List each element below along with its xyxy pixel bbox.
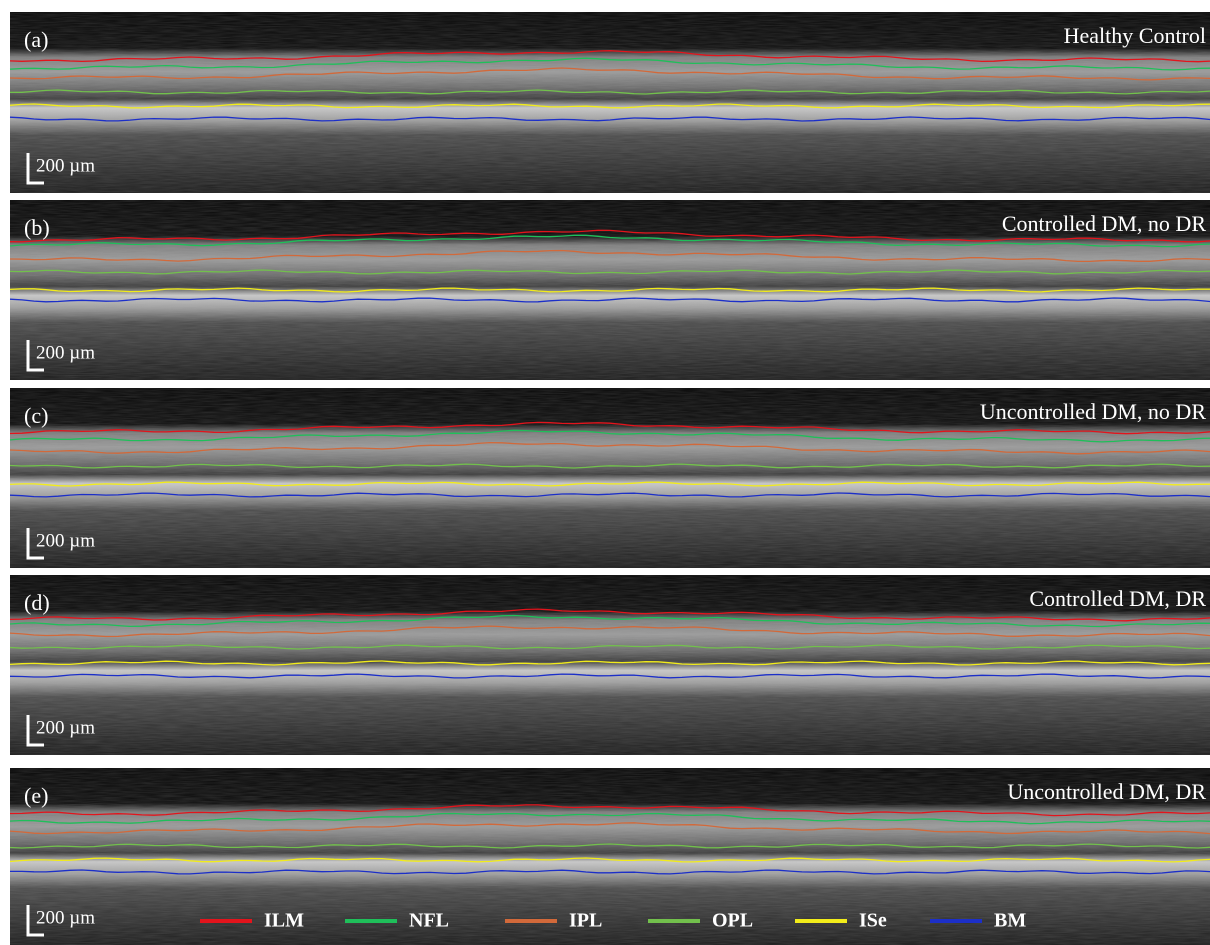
panel-label: (b) [24,215,50,240]
legend-label: NFL [409,910,449,932]
oct-panel: (e) Uncontrolled DM, DR 200 µm [10,768,1210,945]
panel-label: (d) [24,590,50,615]
scale-bar-label: 200 µm [36,907,95,928]
legend-label: ISe [859,910,887,932]
scale-bar-label: 200 µm [36,717,95,738]
scale-bar-label: 200 µm [36,155,95,176]
legend-label: BM [994,910,1026,932]
panel-label: (a) [24,27,48,52]
oct-panel: (c) Uncontrolled DM, no DR 200 µm [10,388,1210,568]
scale-bar-label: 200 µm [36,342,95,363]
oct-panel: (a) Healthy Control 200 µm [10,12,1210,193]
legend-label: IPL [569,910,602,932]
oct-panel: (d) Controlled DM, DR 200 µm [10,575,1210,755]
panel-label: (e) [24,783,48,808]
panel-title: Controlled DM, DR [1029,586,1206,611]
panel-label: (c) [24,403,48,428]
panel-title: Controlled DM, no DR [1002,211,1206,236]
figure: (a) Healthy Control 200 µm (b) Controlled DM… [0,0,1210,945]
legend-label: ILM [264,910,304,932]
legend-label: OPL [712,910,753,932]
speckle [10,12,1210,193]
scale-bar-label: 200 µm [36,530,95,551]
oct-panel: (b) Controlled DM, no DR 200 µm [10,200,1210,380]
panel-title: Healthy Control [1064,23,1206,48]
panel-title: Uncontrolled DM, no DR [980,399,1206,424]
panel-title: Uncontrolled DM, DR [1007,779,1206,804]
